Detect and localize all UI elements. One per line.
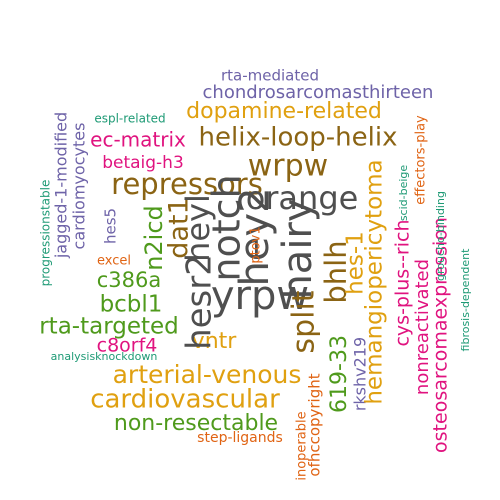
word-rkshv219: rkshv219 bbox=[351, 337, 370, 411]
word-dat1: dat1 bbox=[164, 197, 195, 258]
word-cardiovascular: cardiovascular bbox=[90, 385, 280, 415]
word-cardiomyocytes: cardiomyocytes bbox=[70, 123, 89, 250]
word-split: split bbox=[287, 290, 322, 353]
word-wrpw: wrpw bbox=[248, 149, 328, 184]
word-effectors-play: effectors-play bbox=[414, 115, 429, 205]
word-rta-mediated: rta-mediated bbox=[221, 67, 319, 85]
word-c8orf4: c8orf4 bbox=[97, 335, 158, 357]
word-n2icd: n2icd bbox=[140, 205, 168, 271]
word-analysisknockdown: analysisknockdown bbox=[51, 350, 158, 363]
word-hey2: hey2 bbox=[232, 187, 278, 286]
word-heyl: heyl bbox=[179, 194, 217, 262]
word-inoperable: inoperable bbox=[295, 411, 310, 480]
word-groucho-binding: groucho-binding bbox=[434, 191, 447, 281]
word-bhlh: bhlh bbox=[319, 240, 353, 303]
word-bcbl1: bcbl1 bbox=[100, 292, 163, 318]
word-hesr2: hesr2 bbox=[180, 254, 220, 350]
word-excel: excel bbox=[97, 254, 131, 269]
word-cys-plus-rich: cys-plus--rich bbox=[392, 219, 414, 346]
word-dopamine-related: dopamine-related bbox=[186, 99, 382, 124]
word-ec-matrix: ec-matrix bbox=[90, 128, 186, 152]
word-ptov1: ptov1 bbox=[249, 226, 264, 263]
word-hemangiopericytoma: hemangiopericytoma bbox=[362, 159, 388, 404]
word-arterial-venous: arterial-venous bbox=[113, 360, 302, 389]
word-ofhccopyright: ofhccopyright bbox=[306, 373, 324, 476]
word-vntr: vntr bbox=[192, 329, 238, 354]
word-osteosarcomaexpression: osteosarcomaexpression bbox=[430, 217, 452, 453]
word-hes5: hes5 bbox=[102, 208, 120, 244]
word-hairy: hairy bbox=[275, 198, 321, 299]
word-progressionstable: progressionstable bbox=[39, 180, 53, 287]
word-espl-related: espl-related bbox=[94, 112, 165, 126]
word-scid-beige: scid-beige bbox=[397, 165, 410, 222]
word-notch: notch bbox=[205, 174, 249, 281]
word-non-resectable: non-resectable bbox=[114, 411, 278, 436]
word-orange: orange bbox=[246, 179, 359, 217]
word-hes-1: hes-1 bbox=[343, 231, 369, 295]
word-helix-loop-helix: helix-loop-helix bbox=[199, 123, 398, 153]
word-step-ligands: step-ligands bbox=[197, 430, 283, 446]
word-repressors: repressors bbox=[111, 167, 263, 201]
word-619-33: 619-33 bbox=[327, 335, 352, 413]
word-chondrosarcomasthirteen: chondrosarcomasthirteen bbox=[203, 82, 434, 103]
word-rta-targeted: rta-targeted bbox=[39, 314, 179, 340]
word-nonreactivated: nonreactivated bbox=[412, 259, 433, 395]
word-fibrosis-dependent: fibrosis-dependent bbox=[459, 248, 472, 352]
word-betaig-h3: betaig-h3 bbox=[102, 153, 184, 173]
word-c386a: c386a bbox=[97, 268, 162, 292]
word-yrpw: yrpw bbox=[211, 273, 309, 319]
word-jagged-1-modified: jagged-1-modified bbox=[52, 112, 71, 259]
